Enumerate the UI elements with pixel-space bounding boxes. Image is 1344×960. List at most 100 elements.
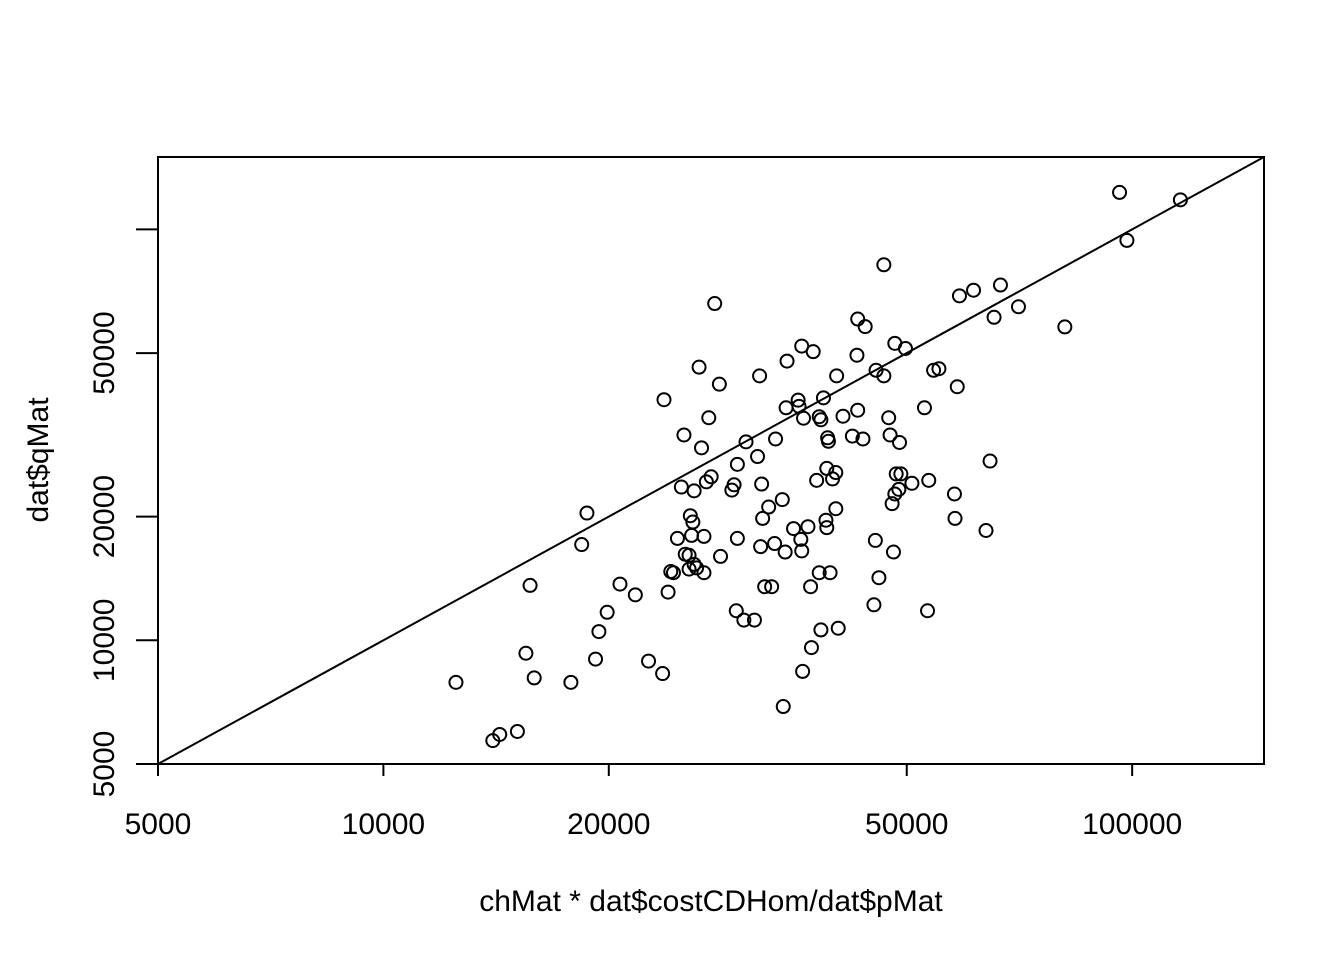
data-point [686, 483, 702, 499]
data-point [757, 579, 773, 595]
data-point [855, 431, 871, 447]
data-point [829, 368, 845, 384]
data-point [790, 392, 806, 408]
data-point [588, 651, 604, 667]
data-point [822, 565, 838, 581]
data-point [777, 544, 793, 560]
data-point [805, 344, 821, 360]
x-tick-label: 20000 [567, 808, 650, 841]
data-point [887, 486, 903, 502]
data-point [696, 565, 712, 581]
data-point [946, 486, 962, 502]
data-point [949, 379, 965, 395]
data-point [509, 723, 525, 739]
data-point [703, 469, 719, 485]
data-point [691, 359, 707, 375]
data-point [641, 653, 657, 669]
data-point [916, 400, 932, 416]
data-point [738, 434, 754, 450]
y-axis-label: dat$qMat [22, 397, 55, 523]
data-point [750, 449, 766, 465]
data-point [986, 309, 1002, 325]
data-point [669, 530, 685, 546]
data-point [764, 579, 780, 595]
data-point [888, 466, 904, 482]
data-point [774, 492, 790, 508]
data-point [820, 433, 836, 449]
data-point [850, 402, 866, 418]
data-point [673, 479, 689, 495]
data-point [526, 670, 542, 686]
data-point [1057, 319, 1073, 335]
data-point [612, 576, 628, 592]
data-point [828, 501, 844, 517]
data-point [681, 561, 697, 577]
data-point [768, 431, 784, 447]
data-point [850, 311, 866, 327]
data-point [746, 612, 762, 628]
data-point [921, 472, 937, 488]
data-point [701, 410, 717, 426]
x-axis-ticks: 5000 10000 20000 50000 100000 [125, 764, 1182, 841]
data-point [891, 481, 907, 497]
data-point [775, 699, 791, 715]
data-point [796, 410, 812, 426]
data-point [904, 475, 920, 491]
data-point [819, 520, 835, 536]
data-point [707, 296, 723, 312]
data-point [871, 570, 887, 586]
data-point [726, 477, 742, 493]
data-point [599, 604, 615, 620]
data-point [992, 277, 1008, 293]
data-point [830, 620, 846, 636]
data-point [920, 603, 936, 619]
data-point [835, 408, 851, 424]
data-point [1112, 184, 1128, 200]
data-point [574, 537, 590, 553]
data-point [729, 456, 745, 472]
data-point [676, 427, 692, 443]
data-point [793, 531, 809, 547]
data-point [795, 663, 811, 679]
data-point [655, 666, 671, 682]
data-point [1172, 192, 1188, 208]
x-tick-label: 100000 [1082, 808, 1182, 841]
identity-reference-line [157, 156, 1265, 765]
data-point [656, 392, 672, 408]
data-point [813, 622, 829, 638]
data-point [951, 288, 967, 304]
data-point [866, 597, 882, 613]
data-point [897, 340, 913, 356]
data-point [698, 474, 714, 490]
data-point [752, 368, 768, 384]
y-tick-label: 20000 [88, 475, 121, 558]
data-point [713, 548, 729, 564]
data-point [800, 519, 816, 535]
data-point [665, 565, 681, 581]
data-point [518, 645, 534, 661]
data-point [694, 440, 710, 456]
y-tick-label: 50000 [88, 311, 121, 394]
data-point [813, 412, 829, 428]
y-tick-label: 10000 [88, 599, 121, 682]
data-point [849, 347, 865, 363]
data-point [686, 556, 702, 572]
data-point [947, 510, 963, 526]
data-point [818, 512, 834, 528]
data-point [492, 726, 508, 742]
data-point [884, 496, 900, 512]
data-point [876, 368, 892, 384]
data-point [931, 361, 947, 377]
data-point [794, 543, 810, 559]
data-point [767, 536, 783, 552]
data-point [885, 544, 901, 560]
x-tick-label: 5000 [125, 808, 192, 841]
data-point [876, 257, 892, 273]
data-point [778, 400, 794, 416]
data-point [786, 521, 802, 537]
data-point [579, 505, 595, 521]
data-point [779, 353, 795, 369]
data-point [803, 640, 819, 656]
data-points [448, 184, 1188, 749]
data-point [893, 466, 909, 482]
